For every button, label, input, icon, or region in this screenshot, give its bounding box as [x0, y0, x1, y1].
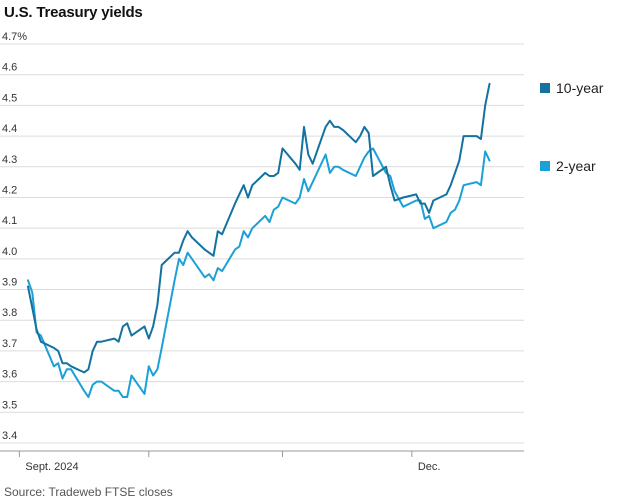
y-tick-label: 4.7% — [2, 31, 27, 43]
y-tick-label: 4.0 — [2, 246, 17, 258]
y-tick-label: 4.3 — [2, 154, 17, 166]
y-tick-label: 3.7 — [2, 338, 17, 350]
legend-swatch — [540, 161, 550, 171]
series-line-10-year — [27, 82, 491, 374]
chart-plot: 3.4 3.5 3.6 3.7 3.8 3.9 4.0 4.1 4.2 4.3 4.4 4.5 4.6 4… — [0, 31, 604, 473]
y-tick-label: 3.8 — [2, 307, 17, 319]
legend-label: 10-year — [556, 80, 604, 96]
x-axis: Sept. 2024 Dec. — [0, 450, 524, 473]
y-tick-label: 3.5 — [2, 399, 17, 411]
y-axis-ticks: 3.4 3.5 3.6 3.7 3.8 3.9 4.0 4.1 4.2 4.3 4.4 4.5 4.6 4… — [2, 31, 27, 442]
y-tick-label: 3.9 — [2, 277, 17, 289]
y-tick-label: 4.2 — [2, 184, 17, 196]
y-tick-label: 4.1 — [2, 215, 17, 227]
legend-label: 2-year — [556, 158, 596, 174]
chart-title: U.S. Treasury yields — [4, 4, 143, 21]
y-tick-label: 4.6 — [2, 62, 17, 74]
y-tick-label: 4.5 — [2, 92, 17, 104]
series-lines — [27, 82, 491, 398]
gridlines — [0, 43, 524, 444]
x-tick-label: Sept. 2024 — [25, 461, 78, 473]
legend-swatch — [540, 83, 550, 93]
y-tick-label: 4.4 — [2, 123, 17, 135]
y-tick-label: 3.6 — [2, 369, 17, 381]
chart-source: Source: Tradeweb FTSE closes — [4, 485, 173, 499]
legend: 10-year 2-year — [540, 80, 604, 174]
series-line-2-year — [27, 147, 491, 398]
x-tick-label: Dec. — [418, 461, 441, 473]
y-tick-label: 3.4 — [2, 430, 17, 442]
